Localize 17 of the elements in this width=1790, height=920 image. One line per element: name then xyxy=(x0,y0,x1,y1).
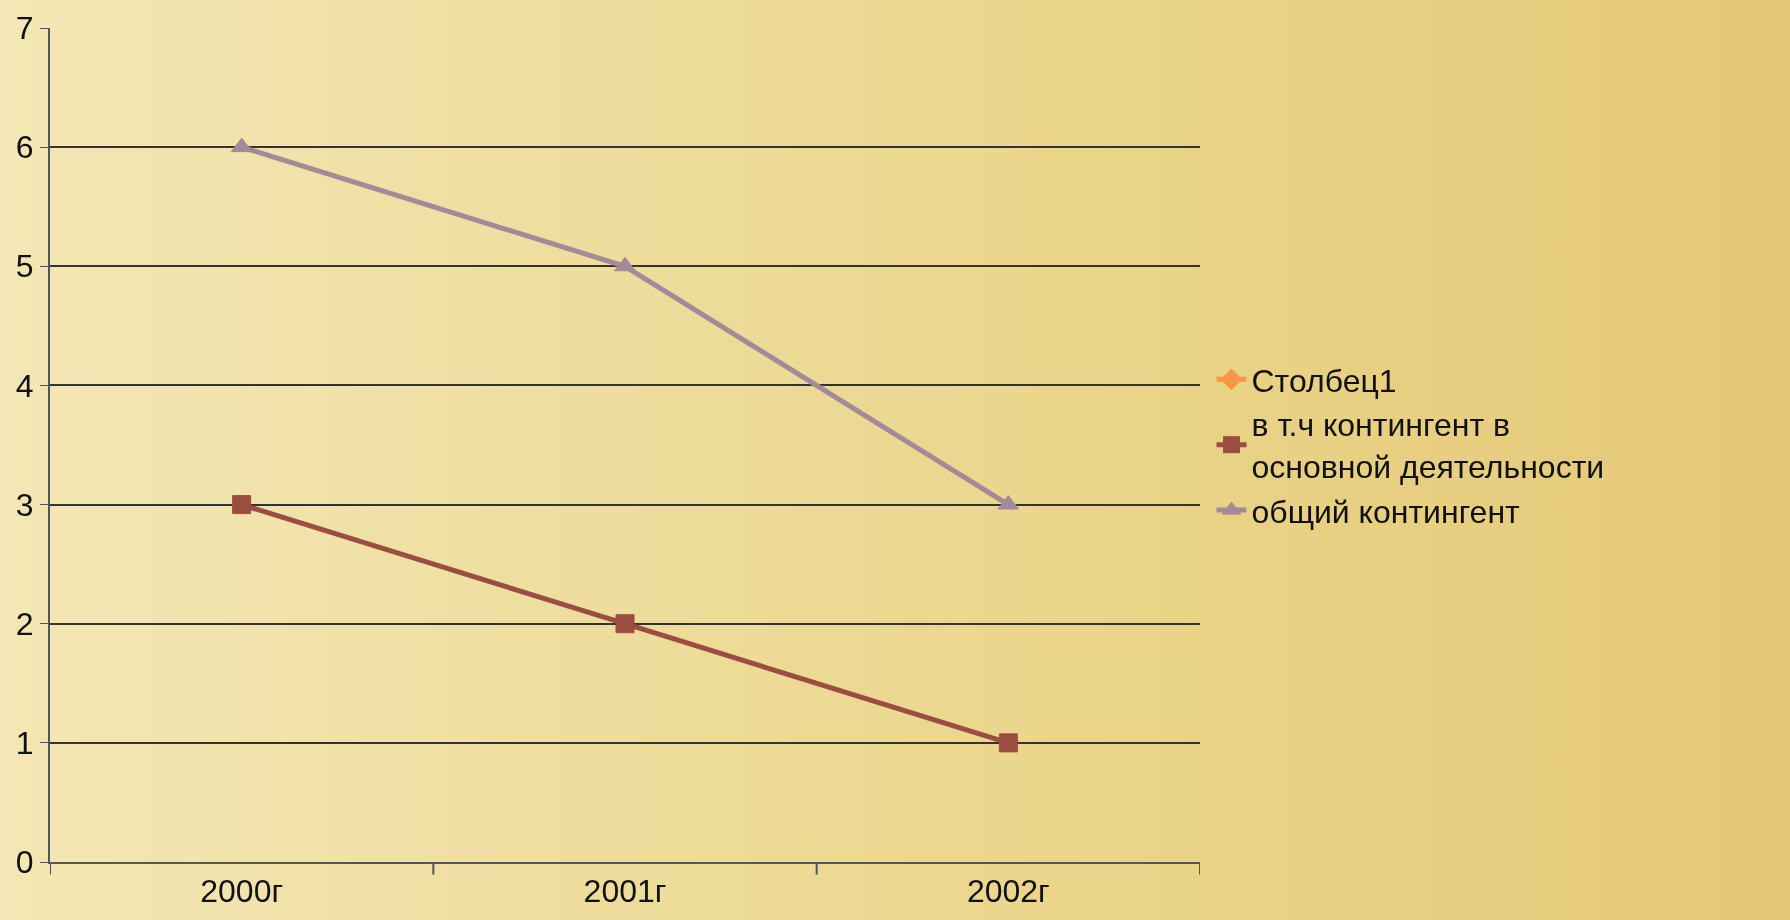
x-tick-label: 2001г xyxy=(583,873,667,910)
y-tick-label: 5 xyxy=(15,248,34,285)
y-tick-label: 1 xyxy=(15,725,34,762)
y-tick-label: 4 xyxy=(15,367,34,404)
y-tick-label: 2 xyxy=(15,605,34,642)
point xyxy=(615,614,635,634)
x-tick-label: 2000г xyxy=(200,873,284,910)
x-tick-label: 2002г xyxy=(966,873,1050,910)
y-tick-label: 3 xyxy=(15,486,34,523)
y-tick-label: 6 xyxy=(15,129,34,166)
y-tick-label: 0 xyxy=(15,844,34,881)
point xyxy=(614,256,636,272)
legend-label: Столбец1 xyxy=(1251,362,1397,399)
y-tick-label: 7 xyxy=(15,10,34,47)
point xyxy=(998,733,1018,753)
legend-label: общий контингент xyxy=(1251,493,1521,530)
point xyxy=(232,495,252,515)
